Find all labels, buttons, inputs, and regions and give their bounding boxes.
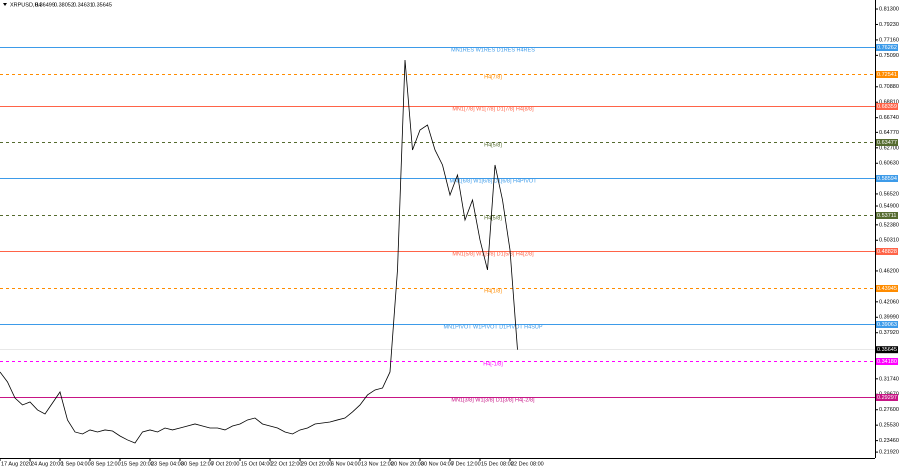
x-tick-label: 7 Dec 12:00 — [451, 461, 481, 467]
y-tick-label: 0.23460 — [879, 438, 899, 444]
price-tag-label: 0.34180 — [877, 359, 897, 365]
price-tag-label: 0.76262 — [877, 45, 897, 51]
level-label: H4[7/8] — [484, 74, 502, 80]
price-tag-label: 0.68359 — [877, 104, 897, 110]
price-tag — [876, 285, 898, 292]
price-tag — [876, 212, 898, 219]
price-tag — [876, 321, 898, 328]
y-tick-label: 0.27600 — [879, 407, 899, 413]
x-tick-label: 22 Oct 12:00 — [271, 461, 303, 467]
y-tick-label: 0.46200 — [879, 268, 899, 274]
price-tag — [876, 248, 898, 255]
level-label: MN1[5/8] W1[5/8] D1[5/8] H4[2/8] — [452, 251, 534, 257]
level-label: H4[1/8] — [484, 288, 502, 294]
x-tick-label: 13 Nov 12:00 — [361, 461, 394, 467]
y-tick-label: 0.70880 — [879, 84, 899, 90]
price-tag-label: 0.29297 — [877, 395, 897, 401]
y-tick-label: 0.52380 — [879, 222, 899, 228]
y-tick-label: 0.60630 — [879, 161, 899, 167]
x-tick-label: 24 Aug 20:00 — [31, 461, 63, 467]
price-tag-label: 0.53711 — [877, 213, 896, 219]
x-tick-label: 15 Oct 04:00 — [241, 461, 273, 467]
x-tick-label: 15 Dec 08:00 — [481, 461, 514, 467]
y-tick-label: 0.81300 — [879, 6, 899, 12]
price-tag-label: 0.72541 — [877, 72, 897, 78]
price-tag — [876, 139, 898, 146]
y-tick-label: 0.75090 — [879, 53, 899, 59]
y-tick-label: 0.54900 — [879, 203, 899, 209]
y-tick-label: 0.39990 — [879, 315, 899, 321]
y-tick-label: 0.66740 — [879, 115, 899, 121]
y-tick-label: 0.79230 — [879, 22, 899, 28]
y-tick-label: 0.64770 — [879, 130, 899, 136]
level-label: H4[5/8] — [484, 215, 502, 221]
x-tick-label: 22 Dec 08:00 — [511, 461, 544, 467]
price-tag — [876, 103, 898, 110]
x-tick-label: 7 Oct 20:00 — [211, 461, 239, 467]
x-tick-label: 6 Nov 04:00 — [331, 461, 361, 467]
x-tick-label: 8 Sep 12:00 — [91, 461, 121, 467]
price-tag-label: 0.58594 — [877, 176, 897, 182]
level-label: H4[5/8] — [484, 142, 502, 148]
price-tag — [876, 394, 898, 401]
last-price-tag — [876, 346, 898, 354]
x-tick-label: 17 Aug 2020 — [1, 461, 32, 467]
x-tick-label: 23 Sep 04:00 — [151, 461, 184, 467]
y-tick-label: 0.68810 — [879, 100, 899, 106]
x-tick-label: 30 Sep 12:00 — [181, 461, 214, 467]
price-tag-label: 0.43945 — [877, 286, 897, 292]
y-tick-label: 0.50310 — [879, 238, 899, 244]
price-tag-label: 0.63477 — [877, 140, 897, 146]
x-tick-label: 29 Oct 20:00 — [301, 461, 333, 467]
ohlc-value: 0.36499 — [35, 2, 55, 8]
y-tick-label: 0.31740 — [879, 376, 899, 382]
level-label: MN1PIVOT W1PIVOT D1PIVOT H4SUP — [443, 324, 542, 330]
y-tick-label: 0.62700 — [879, 145, 899, 151]
x-tick-label: 1 Sep 04:00 — [61, 461, 91, 467]
ohlc-value: 0.38052 — [54, 2, 74, 8]
level-label: MN1RES W1RES D1RES H4RES — [451, 47, 535, 53]
price-tag — [876, 358, 898, 365]
price-tag — [876, 175, 898, 182]
level-label: H4[-1/8] — [483, 361, 503, 367]
level-label: MN1[6/8] W1[6/8] D1[6/8] H4PIVOT — [449, 178, 537, 184]
y-tick-label: 0.37920 — [879, 330, 899, 336]
x-tick-label: 20 Nov 20:00 — [391, 461, 424, 467]
x-tick-label: 15 Sep 20:00 — [121, 461, 154, 467]
y-tick-label: 0.42060 — [879, 299, 899, 305]
chart-title: XRPUSD,H4 — [10, 2, 41, 8]
y-tick-label: 0.77160 — [879, 37, 899, 43]
y-tick-label: 0.25530 — [879, 423, 899, 429]
price-tag-label: 0.39063 — [877, 322, 897, 328]
last-price-label: 0.35645 — [877, 347, 897, 353]
ohlc-value: 0.35645 — [92, 2, 112, 8]
level-label: MN1[7/8] W1[7/8] D1[7/8] H4[8/8] — [452, 106, 534, 112]
price-line — [0, 59, 518, 444]
ohlc-value: 0.34631 — [73, 2, 93, 8]
price-tag-label: 0.48828 — [877, 249, 897, 255]
price-tag — [876, 44, 898, 51]
y-tick-label: 0.21920 — [879, 450, 899, 456]
level-label: MN1[3/8] W1[3/8] D1[3/8] H4[-2/8] — [451, 397, 535, 403]
menu-arrow — [3, 3, 7, 6]
y-tick-label: 0.56520 — [879, 191, 899, 197]
price-tag — [876, 71, 898, 78]
x-tick-label: 30 Nov 04:00 — [421, 461, 454, 467]
